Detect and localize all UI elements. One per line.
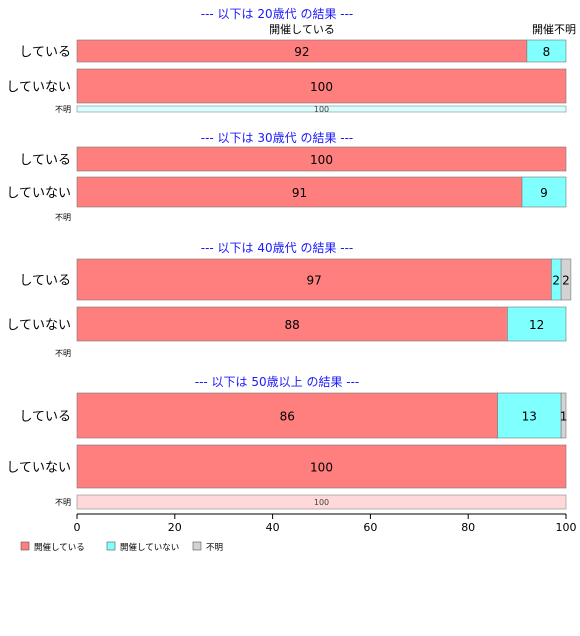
bar-segment <box>507 306 567 342</box>
legend-swatch <box>106 541 116 551</box>
bar-segment <box>76 68 567 104</box>
x-tick-label: 0 <box>74 521 81 534</box>
top-label-held: 開催している <box>269 22 335 36</box>
bar-value-label: 92 <box>294 45 309 59</box>
category-label: していない <box>6 80 71 95</box>
legend-label: 開催していない <box>120 542 179 553</box>
bar-value-label: 12 <box>529 318 544 332</box>
bar-thin-unknown <box>76 105 567 113</box>
category-label: している <box>19 45 71 60</box>
panel-title: --- 以下は 20歳代 の結果 --- <box>201 7 354 21</box>
category-label: していない <box>6 461 71 476</box>
category-label: 不明 <box>55 213 71 222</box>
bar-segment <box>560 258 572 301</box>
category-label: 不明 <box>55 498 71 507</box>
bar-segment <box>76 146 567 172</box>
legend-swatch <box>192 541 202 551</box>
category-label: している <box>19 153 71 168</box>
bar-segment <box>497 392 562 439</box>
bar-segment <box>76 306 508 342</box>
bar-segment <box>560 392 567 439</box>
bar-segment <box>526 39 567 63</box>
bar-value-label: 86 <box>280 410 295 424</box>
x-tick-label: 60 <box>363 521 377 534</box>
legend-swatch <box>20 541 30 551</box>
bar-value-label: 1 <box>560 410 568 424</box>
bar-segment <box>76 258 552 301</box>
category-label: していない <box>6 186 71 201</box>
bar-value-label: 8 <box>543 45 551 59</box>
x-tick-label: 100 <box>556 521 577 534</box>
panel-title: --- 以下は 40歳代 の結果 --- <box>201 241 354 255</box>
bar-segment <box>76 176 523 208</box>
x-tick-label: 40 <box>266 521 280 534</box>
panel-title: --- 以下は 30歳代 の結果 --- <box>201 131 354 145</box>
legend-label: 開催している <box>34 542 85 553</box>
bar-value-label: 100 <box>314 105 329 114</box>
bar-value-label: 13 <box>522 410 537 424</box>
bar-value-label: 97 <box>307 274 322 288</box>
category-label: している <box>19 410 71 425</box>
bar-value-label: 100 <box>310 153 333 167</box>
bar-segment <box>76 444 567 489</box>
legend-label: 不明 <box>206 543 223 553</box>
bar-value-label: 100 <box>310 80 333 94</box>
bar-segment <box>521 176 567 208</box>
bar-value-label: 91 <box>292 186 307 200</box>
x-tick-label: 80 <box>461 521 475 534</box>
bar-value-label: 2 <box>562 274 570 288</box>
bar-value-label: 100 <box>314 498 329 507</box>
bar-value-label: 9 <box>540 186 548 200</box>
category-label: 不明 <box>55 105 71 114</box>
bar-value-label: 2 <box>552 274 560 288</box>
x-tick-label: 20 <box>168 521 182 534</box>
category-label: している <box>19 274 71 289</box>
bar-thin-unknown <box>76 494 567 510</box>
panel-title: --- 以下は 50歳以上 の結果 --- <box>195 375 360 389</box>
bar-value-label: 88 <box>285 318 300 332</box>
category-label: 不明 <box>55 349 71 358</box>
bar-value-label: 100 <box>310 461 333 475</box>
category-label: していない <box>6 318 71 333</box>
top-label-unknown: 開催不明 <box>532 22 576 36</box>
